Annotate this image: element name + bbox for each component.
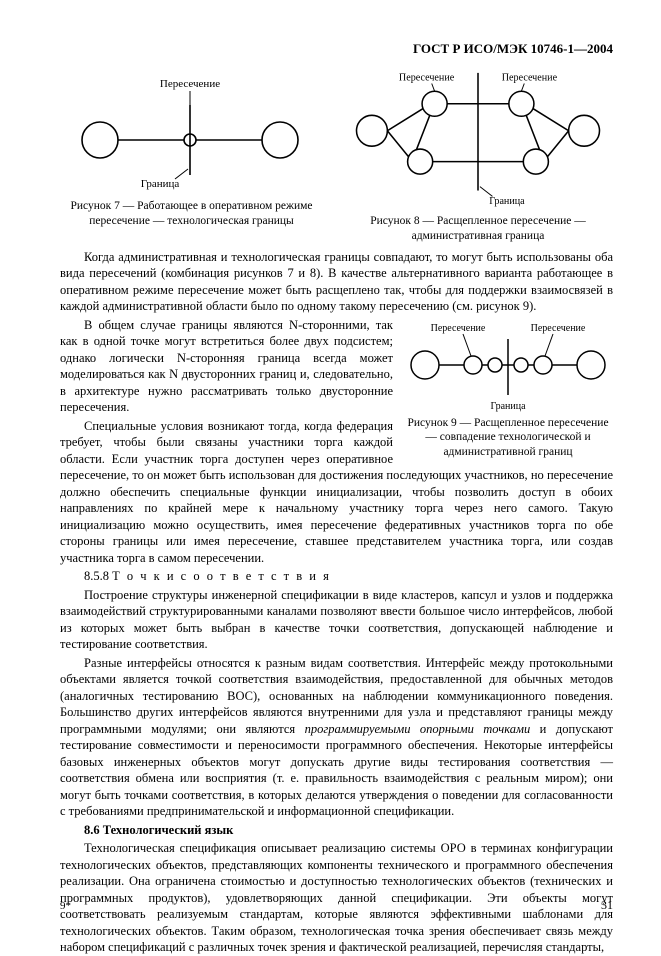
- page: ГОСТ Р ИСО/МЭК 10746-1—2004 Пересечение …: [0, 0, 661, 936]
- paragraph-5b: и допускают тестирование совместимости и…: [60, 722, 613, 819]
- figure-row-top: Пересечение Граница Рисунок 7 — Работающ…: [60, 65, 613, 243]
- figure-9-svg: Пересечение Пересечение Граница: [403, 317, 613, 412]
- paragraph-4: Построение структуры инженерной специфик…: [60, 587, 613, 653]
- fig8-label-int-r: Пересечение: [502, 73, 558, 84]
- section-858: 8.5.8 Т о ч к и с о о т в е т с т в и я: [60, 568, 613, 585]
- fig8-label-boundary: Граница: [489, 196, 525, 207]
- figure-8-caption: Рисунок 8 — Расщепленное пересечение — а…: [343, 214, 613, 243]
- figure-7-svg: Пересечение Граница: [60, 65, 320, 195]
- section-86-title: Технологический язык: [103, 823, 234, 837]
- paragraph-5-italic: программируемыми опорными точками: [305, 722, 531, 736]
- figure-7: Пересечение Граница Рисунок 7 — Работающ…: [60, 65, 323, 228]
- section-86: 8.6 Технологический язык: [60, 822, 613, 839]
- figure-9: Пересечение Пересечение Граница Рисунок …: [403, 317, 613, 459]
- fig9-label-int-l: Пересечение: [431, 323, 486, 334]
- document-header: ГОСТ Р ИСО/МЭК 10746-1—2004: [60, 40, 613, 57]
- page-number: 31: [601, 898, 613, 914]
- fig7-label-intersection: Пересечение: [160, 78, 220, 90]
- paragraph-5: Разные интерфейсы относятся к разным вид…: [60, 655, 613, 820]
- paragraph-6: Технологическая спецификация описывает р…: [60, 840, 613, 956]
- section-858-number: 8.5.8: [84, 569, 109, 583]
- paragraph-1: Когда административная и технологическая…: [60, 249, 613, 315]
- section-858-title: Т о ч к и с о о т в е т с т в и я: [112, 569, 331, 583]
- fig9-label-int-r: Пересечение: [531, 323, 586, 334]
- fig8-label-int-l: Пересечение: [399, 73, 455, 84]
- section-86-number: 8.6: [84, 823, 103, 837]
- signature-mark: 9*: [60, 899, 71, 914]
- fig9-label-boundary: Граница: [490, 401, 526, 412]
- figure-9-caption: Рисунок 9 — Расщепленное пересечение — с…: [403, 416, 613, 459]
- figure-8: Пересечение Пересечение Граница Рисунок …: [343, 65, 613, 243]
- figure-7-caption: Рисунок 7 — Работающее в оперативном реж…: [60, 199, 323, 228]
- figure-8-svg: Пересечение Пересечение Граница: [343, 65, 613, 210]
- fig7-label-boundary: Граница: [141, 178, 180, 190]
